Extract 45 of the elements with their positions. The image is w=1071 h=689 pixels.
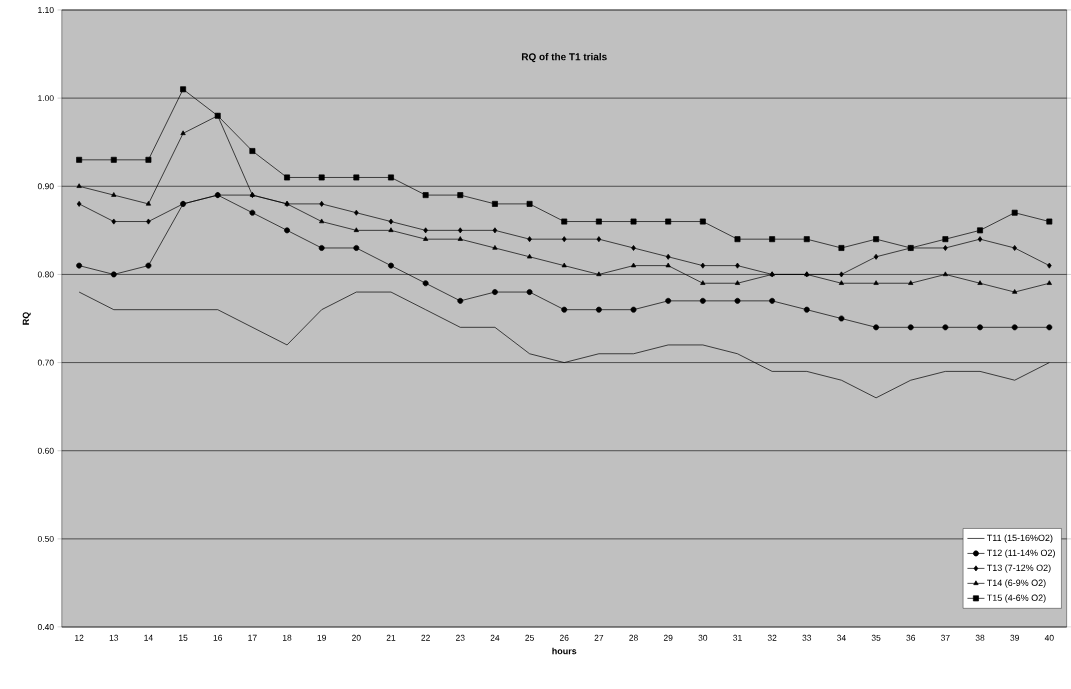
y-tick-label: 0.90 (37, 183, 54, 190)
x-tick-label: 13 (109, 634, 119, 641)
x-tick-label: 39 (1010, 634, 1019, 641)
x-tick-label: 31 (733, 634, 742, 641)
x-tick-label: 30 (698, 634, 708, 641)
x-tick-label: 34 (837, 634, 846, 641)
x-tick-label: 38 (975, 634, 985, 641)
x-tick-label: 14 (144, 634, 153, 641)
y-axis-title: RQ (22, 312, 31, 325)
legend-label: T14 (6-9% O2) (987, 579, 1046, 588)
x-tick-label: 29 (663, 634, 673, 641)
x-tick-label: 15 (179, 634, 188, 641)
y-tick-label: 1.00 (38, 95, 54, 102)
y-tick-label: 0.60 (37, 447, 54, 454)
x-tick-label: 12 (75, 634, 84, 641)
x-tick-label: 19 (317, 634, 326, 641)
x-tick-label: 36 (906, 634, 916, 641)
legend-label: T11 (15-16%O2) (987, 534, 1053, 543)
y-tick-label: 0.40 (37, 624, 54, 631)
x-tick-label: 27 (594, 634, 604, 641)
x-tick-label: 18 (282, 634, 292, 641)
x-tick-label: 35 (871, 634, 881, 641)
y-tick-label: 0.50 (37, 535, 54, 542)
text: RQ of the T1 trials (521, 53, 607, 63)
x-tick-label: 16 (213, 634, 223, 641)
x-tick-label: 28 (629, 634, 638, 641)
x-tick-label: 24 (490, 634, 500, 641)
legend-label: T12 (11-14% O2) (987, 549, 1055, 558)
x-tick-label: 20 (352, 634, 361, 641)
x-tick-label: 33 (802, 634, 812, 641)
y-tick-label: 1.10 (38, 7, 54, 14)
x-tick-label: 40 (1044, 634, 1054, 641)
x-tick-label: 25 (525, 634, 534, 641)
x-tick-label: 26 (559, 634, 569, 641)
x-tick-label: 21 (386, 634, 396, 641)
y-tick-label: 0.80 (37, 271, 54, 278)
legend-label: T13 (7-12% O2) (987, 564, 1051, 573)
y-tick-label: 0.70 (37, 359, 54, 366)
x-tick-label: 37 (941, 634, 950, 641)
x-tick-label: 17 (248, 634, 257, 641)
x-tick-label: 32 (767, 634, 777, 641)
x-tick-label: 22 (421, 634, 430, 641)
legend-label: T15 (4-6% O2) (987, 594, 1046, 603)
x-tick-label: 23 (455, 634, 465, 641)
x-axis-title: hours (552, 647, 577, 655)
